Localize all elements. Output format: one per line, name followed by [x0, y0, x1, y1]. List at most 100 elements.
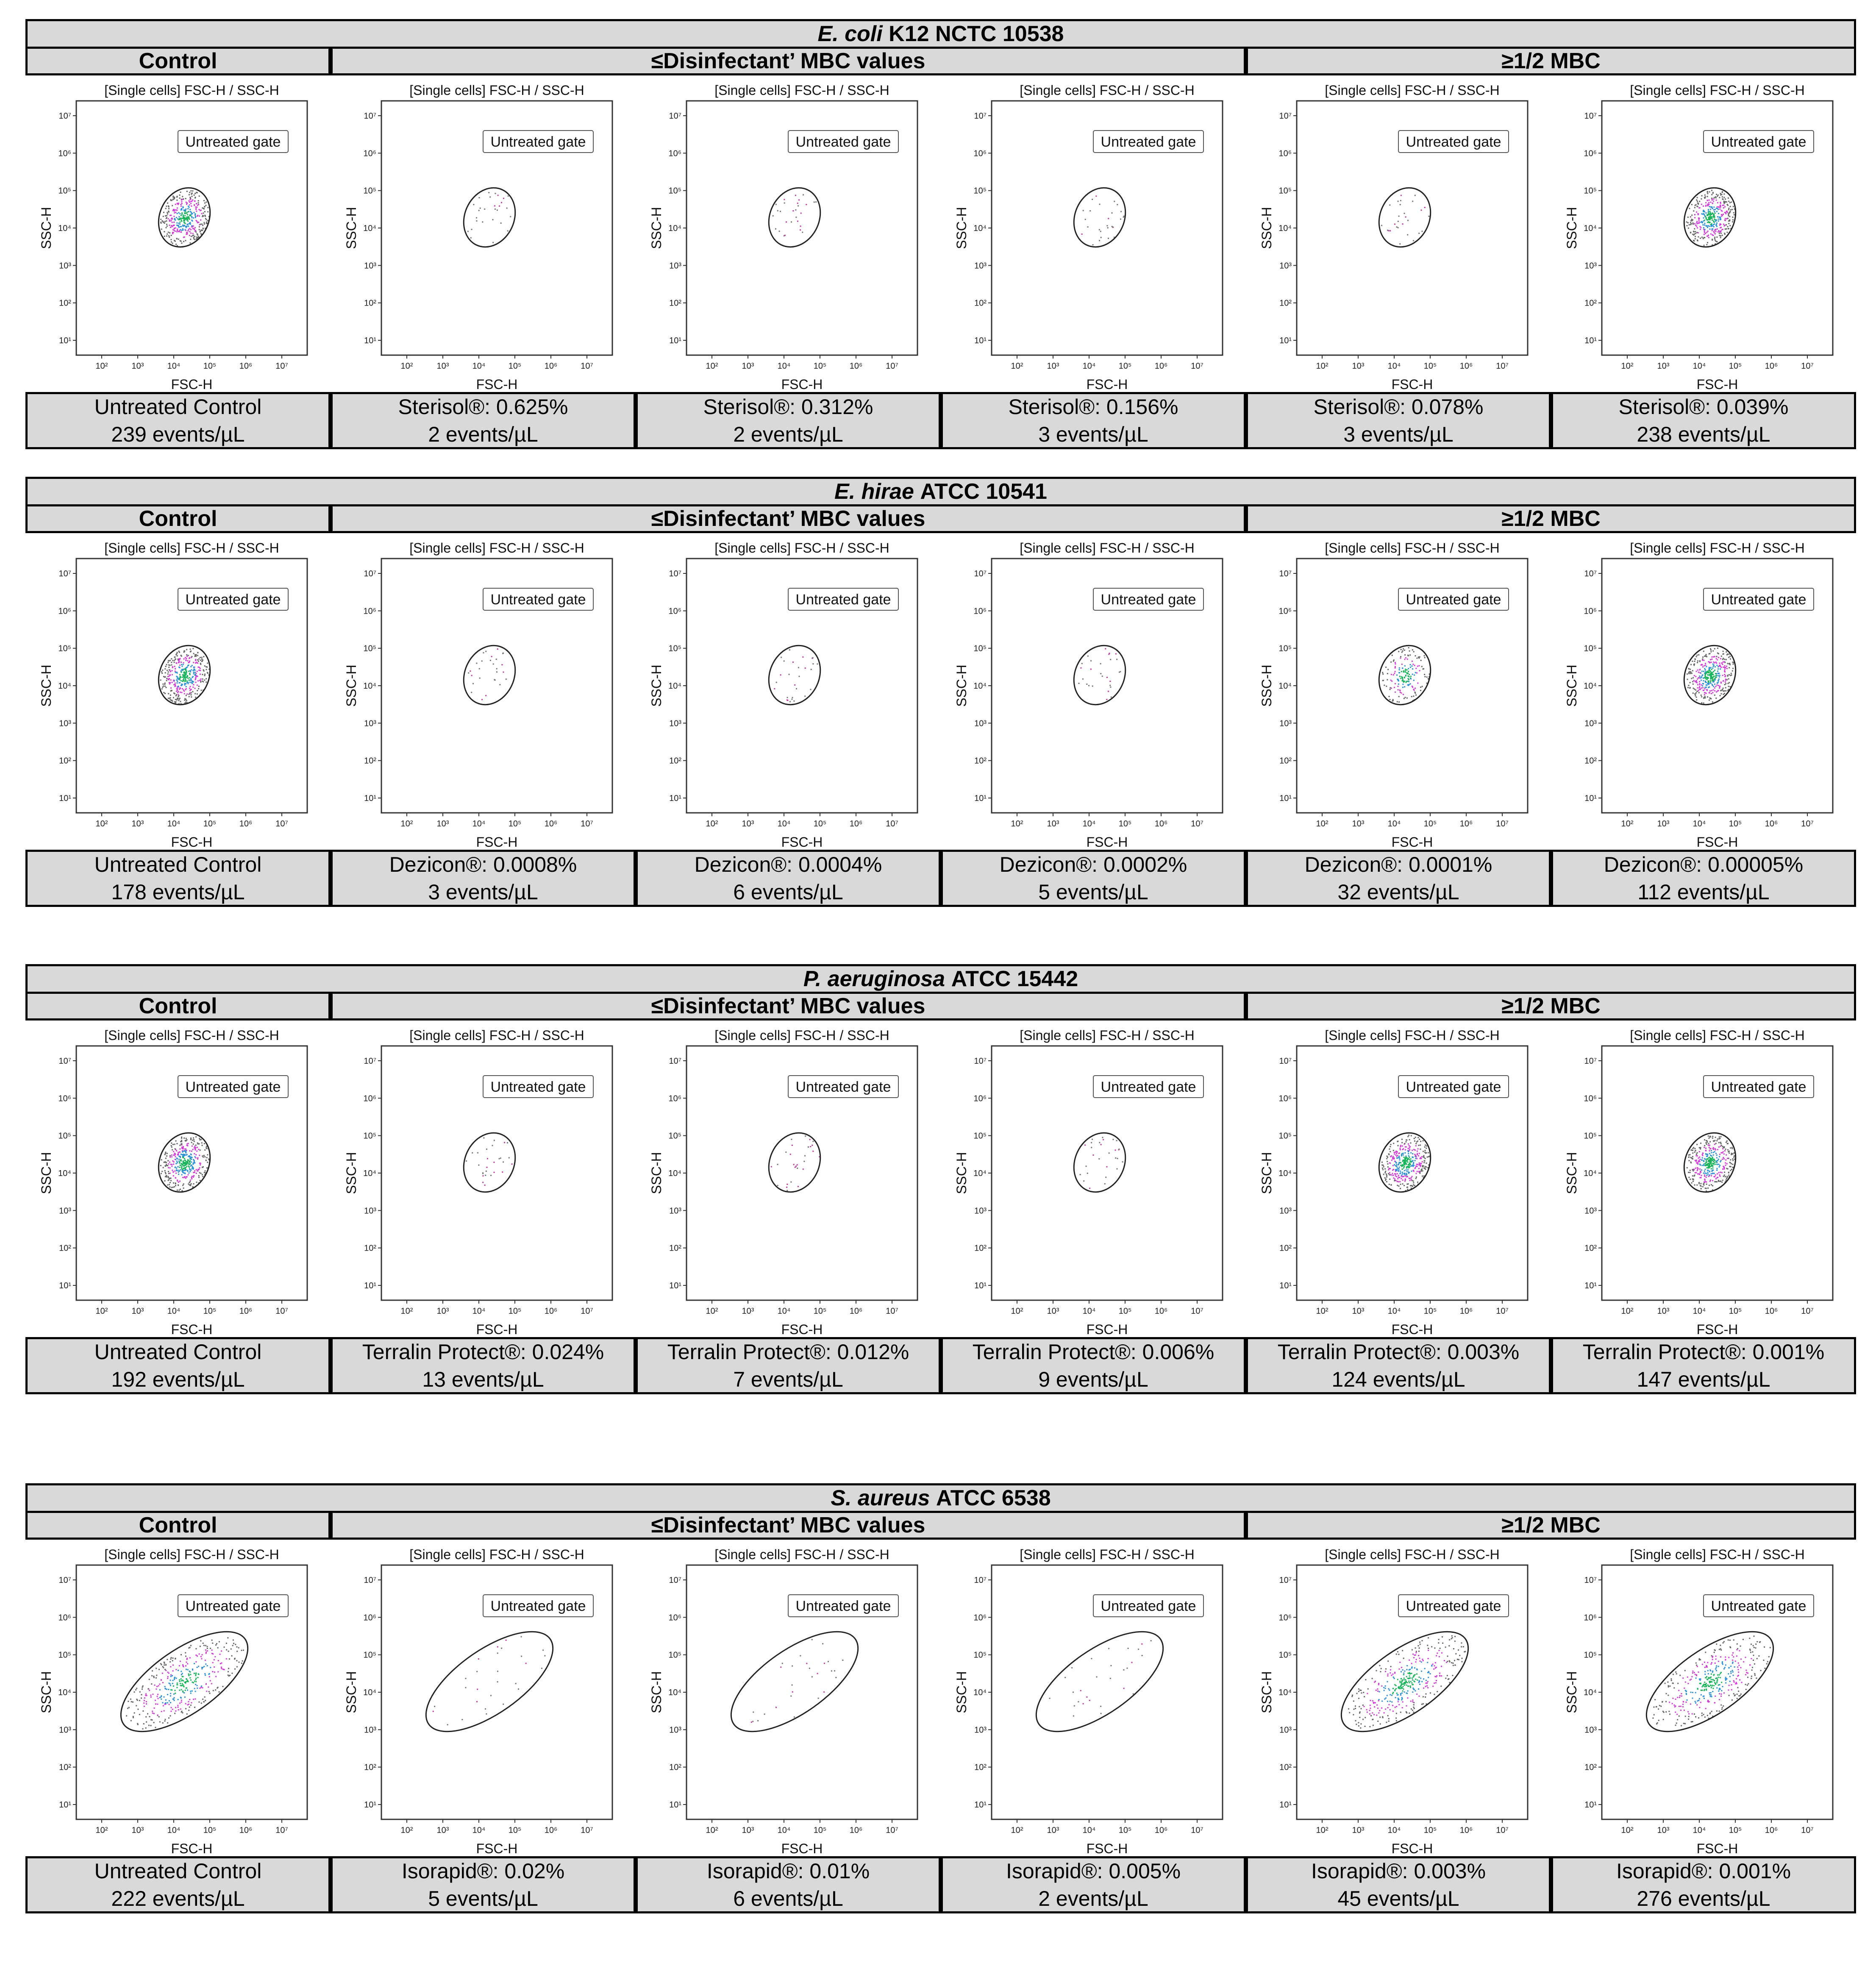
event-dot — [195, 1661, 197, 1663]
event-dot — [1414, 195, 1416, 196]
event-dot — [1729, 1162, 1731, 1163]
event-dot — [163, 1710, 165, 1712]
event-dot — [1729, 686, 1731, 688]
event-dot — [1390, 1168, 1391, 1169]
treatment-cell: Dezicon®: 0.0008% 3 events/µL — [331, 850, 636, 907]
event-dot — [168, 1682, 170, 1684]
event-dot — [189, 1163, 191, 1165]
event-dot — [175, 658, 176, 660]
event-dot — [1688, 672, 1690, 673]
event-dot — [196, 684, 198, 686]
event-dot — [180, 215, 182, 217]
event-dot — [1417, 656, 1419, 658]
event-dot — [188, 1183, 189, 1185]
event-dot — [166, 235, 167, 237]
event-dot — [503, 1703, 504, 1705]
event-dot — [1709, 667, 1711, 669]
event-dot — [183, 241, 184, 242]
event-dot — [170, 199, 172, 200]
treatment-name: Isorapid®: — [401, 1859, 499, 1883]
event-dot — [1382, 1717, 1384, 1718]
event-dot — [200, 233, 202, 234]
event-dot — [1705, 1153, 1706, 1155]
event-dot — [166, 1164, 167, 1165]
event-dot — [466, 1160, 467, 1162]
event-dot — [1398, 1157, 1400, 1159]
x-tick-label: 10⁵ — [1119, 819, 1132, 829]
event-dot — [1728, 1171, 1729, 1173]
event-dot — [1709, 191, 1710, 193]
y-tick-label: 10¹ — [1584, 794, 1597, 803]
event-dot — [170, 1658, 172, 1660]
scatter-plot: [Single cells] FSC-H / SSC-H10¹10²10³10⁴… — [1259, 1028, 1529, 1337]
event-dot — [1714, 1143, 1715, 1145]
event-dot — [183, 222, 185, 223]
event-dot — [1439, 1647, 1441, 1649]
event-dot — [170, 687, 172, 689]
event-dot — [164, 1720, 166, 1722]
event-dot — [177, 1158, 178, 1160]
event-dot — [1406, 1163, 1407, 1165]
event-dot — [1724, 201, 1726, 203]
event-dot — [1716, 222, 1718, 224]
event-dot — [167, 1702, 168, 1704]
event-dot — [804, 695, 806, 697]
event-dot — [1424, 1146, 1426, 1148]
event-dot — [1394, 1153, 1395, 1155]
event-dot — [168, 1717, 170, 1719]
event-dot — [1423, 1160, 1425, 1162]
event-dot — [1703, 680, 1704, 681]
event-dot — [206, 221, 208, 223]
event-dot — [1709, 225, 1710, 227]
event-dot — [791, 1138, 792, 1140]
event-dot — [176, 1143, 178, 1145]
treatment-name: Sterisol®: — [1008, 395, 1101, 419]
event-dot — [192, 1143, 194, 1145]
event-dot — [205, 1649, 206, 1651]
event-dot — [1712, 663, 1714, 665]
event-dot — [1407, 1672, 1409, 1674]
event-dot — [1092, 1154, 1094, 1156]
event-dot — [1393, 1151, 1395, 1153]
event-dot — [170, 1702, 172, 1704]
event-dot — [1719, 1137, 1721, 1139]
plot-cell: [Single cells] FSC-H / SSC-H 10¹ 10² 10³ 10⁴… — [941, 1542, 1246, 1872]
event-dot — [1393, 1157, 1394, 1159]
event-dot — [1397, 678, 1398, 680]
event-dot — [215, 1644, 217, 1646]
event-dot — [1392, 1169, 1394, 1171]
event-dot — [1408, 1134, 1410, 1136]
event-dot — [195, 1136, 197, 1138]
event-dot — [810, 1146, 812, 1147]
event-dot — [797, 1186, 799, 1187]
event-dot — [204, 679, 206, 681]
event-dot — [1412, 1156, 1413, 1158]
event-dot — [173, 216, 175, 217]
y-tick-label: 10² — [59, 1244, 71, 1253]
event-dot — [163, 1696, 165, 1698]
event-dot — [185, 1177, 186, 1179]
event-dot — [189, 1671, 191, 1673]
event-dot — [1710, 667, 1712, 668]
event-dot — [1389, 1172, 1390, 1173]
event-dot — [189, 222, 191, 223]
event-dot — [1713, 198, 1715, 200]
event-dot — [1707, 231, 1709, 232]
event-dot — [203, 1155, 205, 1156]
event-dot — [1694, 658, 1696, 660]
event-dot — [169, 682, 170, 684]
event-dot — [195, 213, 196, 215]
y-tick-label: 10⁷ — [974, 1057, 987, 1066]
event-dot — [500, 1157, 501, 1159]
event-dot — [188, 223, 190, 225]
event-dot — [1711, 189, 1712, 191]
event-dot — [179, 194, 181, 196]
event-dot — [1085, 1165, 1087, 1167]
event-dot — [170, 694, 171, 696]
event-dot — [1120, 211, 1122, 212]
event-dot — [1701, 1159, 1702, 1161]
event-dot — [1734, 208, 1735, 210]
treatment-cell: Dezicon®: 0.0004% 6 events/µL — [636, 850, 941, 907]
event-dot — [179, 1680, 181, 1682]
event-dot — [1407, 673, 1409, 674]
